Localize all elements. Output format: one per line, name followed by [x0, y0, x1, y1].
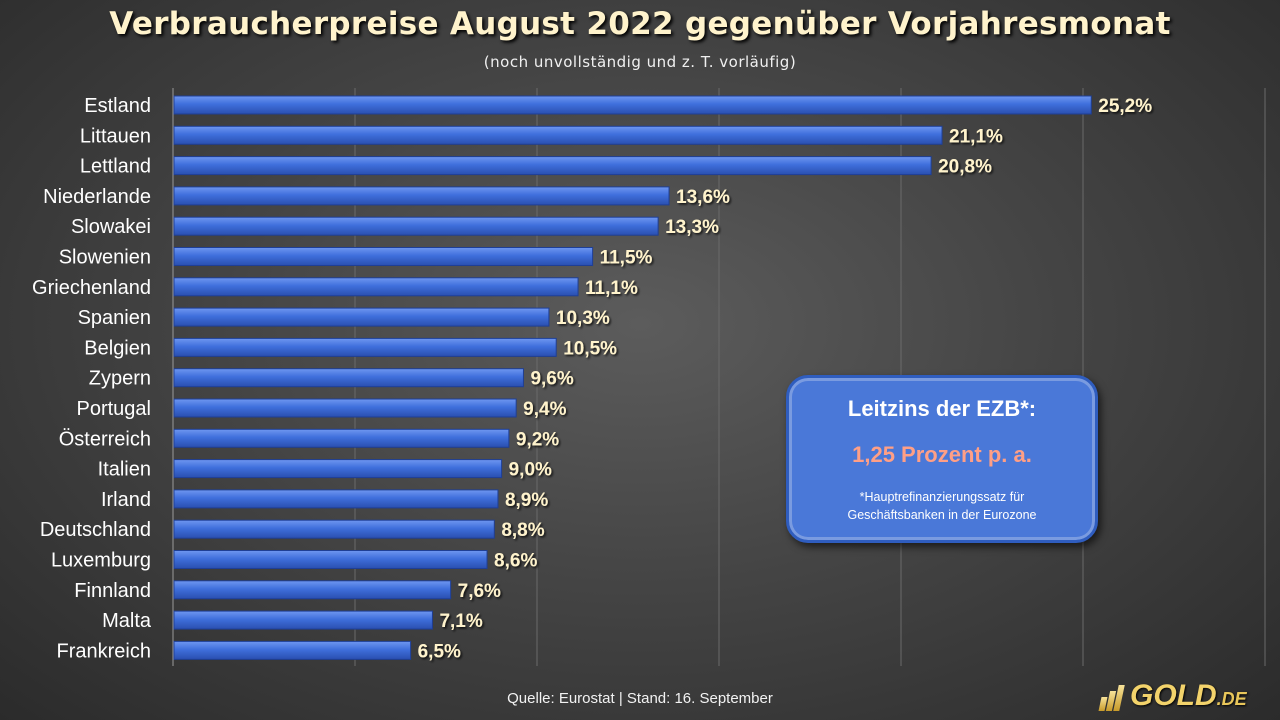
value-label: 10,5% [563, 338, 617, 359]
gold-bars-icon [1098, 681, 1125, 711]
bar [173, 550, 488, 569]
chart-subtitle: (noch unvollständig und z. T. vorläufig) [483, 53, 797, 71]
value-label: 21,1% [949, 126, 1003, 147]
logo-text: GOLD.DE [1130, 679, 1247, 712]
category-label: Zypern [89, 368, 151, 390]
ecb-rate-infobox: Leitzins der EZB*: 1,25 Prozent p. a. *H… [786, 375, 1098, 543]
category-label: Portugal [77, 398, 152, 420]
category-label: Slowakei [71, 216, 151, 238]
infobox-footnote: *Hauptrefinanzierungssatz für Geschäftsb… [789, 488, 1095, 524]
category-label: Slowenien [59, 247, 151, 269]
value-label: 25,2% [1098, 96, 1152, 117]
bar [173, 519, 495, 539]
value-label: 11,5% [600, 248, 653, 269]
category-label: Frankreich [57, 640, 151, 662]
bar [173, 398, 517, 418]
value-label: 7,6% [458, 581, 501, 602]
bar [173, 489, 499, 509]
value-label: 8,9% [505, 490, 548, 511]
category-label: Niederlande [43, 186, 151, 208]
value-label: 8,8% [501, 520, 544, 541]
value-label: 9,0% [509, 460, 552, 481]
value-label: 20,8% [938, 157, 992, 178]
value-label: 13,3% [665, 217, 719, 238]
category-label: Deutschland [40, 519, 151, 541]
category-label: Lettland [80, 156, 151, 178]
category-label: Österreich [59, 428, 151, 450]
source-note: Quelle: Eurostat | Stand: 16. September [507, 690, 773, 707]
value-label: 6,5% [418, 641, 461, 662]
chart-title: Verbraucherpreise August 2022 gegenüber … [109, 6, 1171, 42]
bar [173, 580, 452, 600]
category-label: Malta [102, 610, 152, 632]
bar [173, 125, 943, 145]
value-label: 7,1% [439, 611, 482, 632]
category-label: Irland [101, 489, 151, 511]
category-label: Luxemburg [51, 550, 151, 572]
bar [173, 156, 932, 176]
bar [173, 95, 1092, 115]
value-label: 9,4% [523, 399, 566, 420]
value-label: 11,1% [585, 278, 638, 299]
value-label: 9,6% [530, 369, 573, 390]
bar [173, 337, 557, 357]
bar [173, 277, 579, 297]
value-label: 13,6% [676, 187, 730, 208]
category-label: Estland [84, 95, 151, 117]
infobox-footnote-line1: *Hauptrefinanzierungssatz für [859, 490, 1025, 504]
infobox-rate-value: 1,25 Prozent p. a. [852, 442, 1032, 467]
bar [173, 307, 550, 327]
gold-de-logo: GOLD.DE [1098, 676, 1247, 716]
category-label: Littauen [80, 125, 151, 147]
bar [173, 640, 412, 660]
category-label: Belgien [84, 337, 151, 359]
value-label: 9,2% [516, 429, 559, 450]
bar [173, 610, 433, 630]
bar [173, 459, 503, 479]
category-label: Italien [98, 459, 151, 481]
category-label: Griechenland [32, 277, 151, 299]
infobox-heading: Leitzins der EZB*: [847, 396, 1037, 421]
value-label: 10,3% [556, 308, 610, 329]
bar [173, 216, 659, 236]
bar [173, 428, 510, 448]
bar [173, 186, 670, 206]
infobox-footnote-line2: Geschäftsbanken in der Eurozone [847, 508, 1037, 522]
value-label: 8,6% [494, 551, 537, 572]
bar [173, 247, 594, 266]
category-label: Finnland [74, 580, 151, 602]
bar [173, 368, 524, 388]
category-label: Spanien [78, 307, 151, 329]
